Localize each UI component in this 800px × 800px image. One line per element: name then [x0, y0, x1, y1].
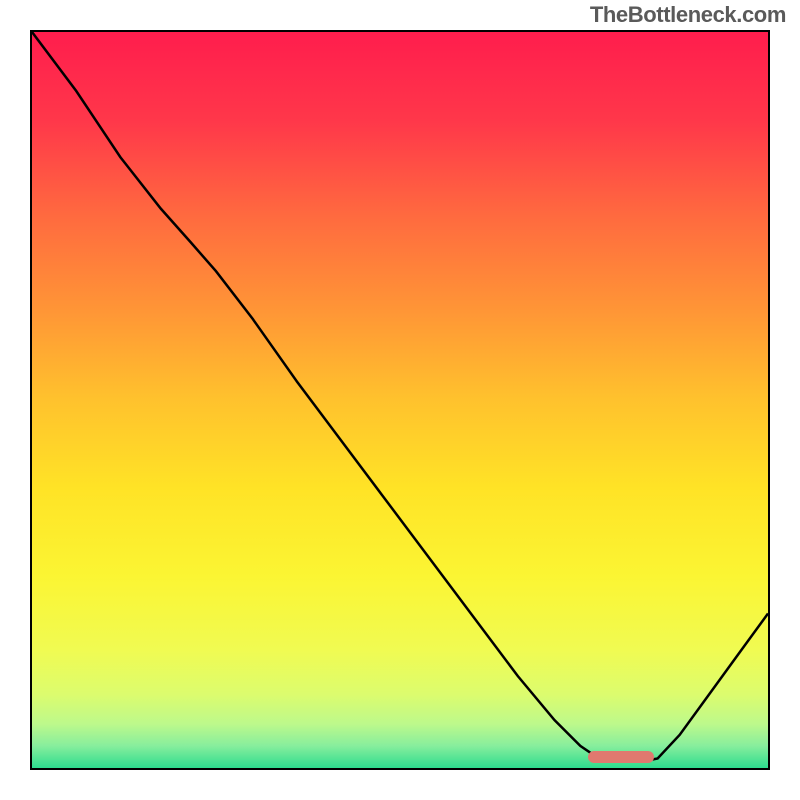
optimal-range-marker	[588, 751, 654, 763]
watermark-text: TheBottleneck.com	[590, 2, 786, 28]
chart-gradient-background	[32, 32, 768, 768]
chart-plot-area	[30, 30, 770, 770]
